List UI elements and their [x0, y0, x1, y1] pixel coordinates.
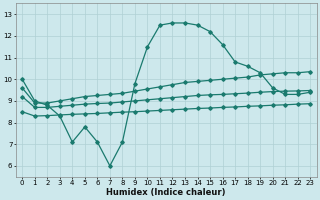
X-axis label: Humidex (Indice chaleur): Humidex (Indice chaleur): [107, 188, 226, 197]
